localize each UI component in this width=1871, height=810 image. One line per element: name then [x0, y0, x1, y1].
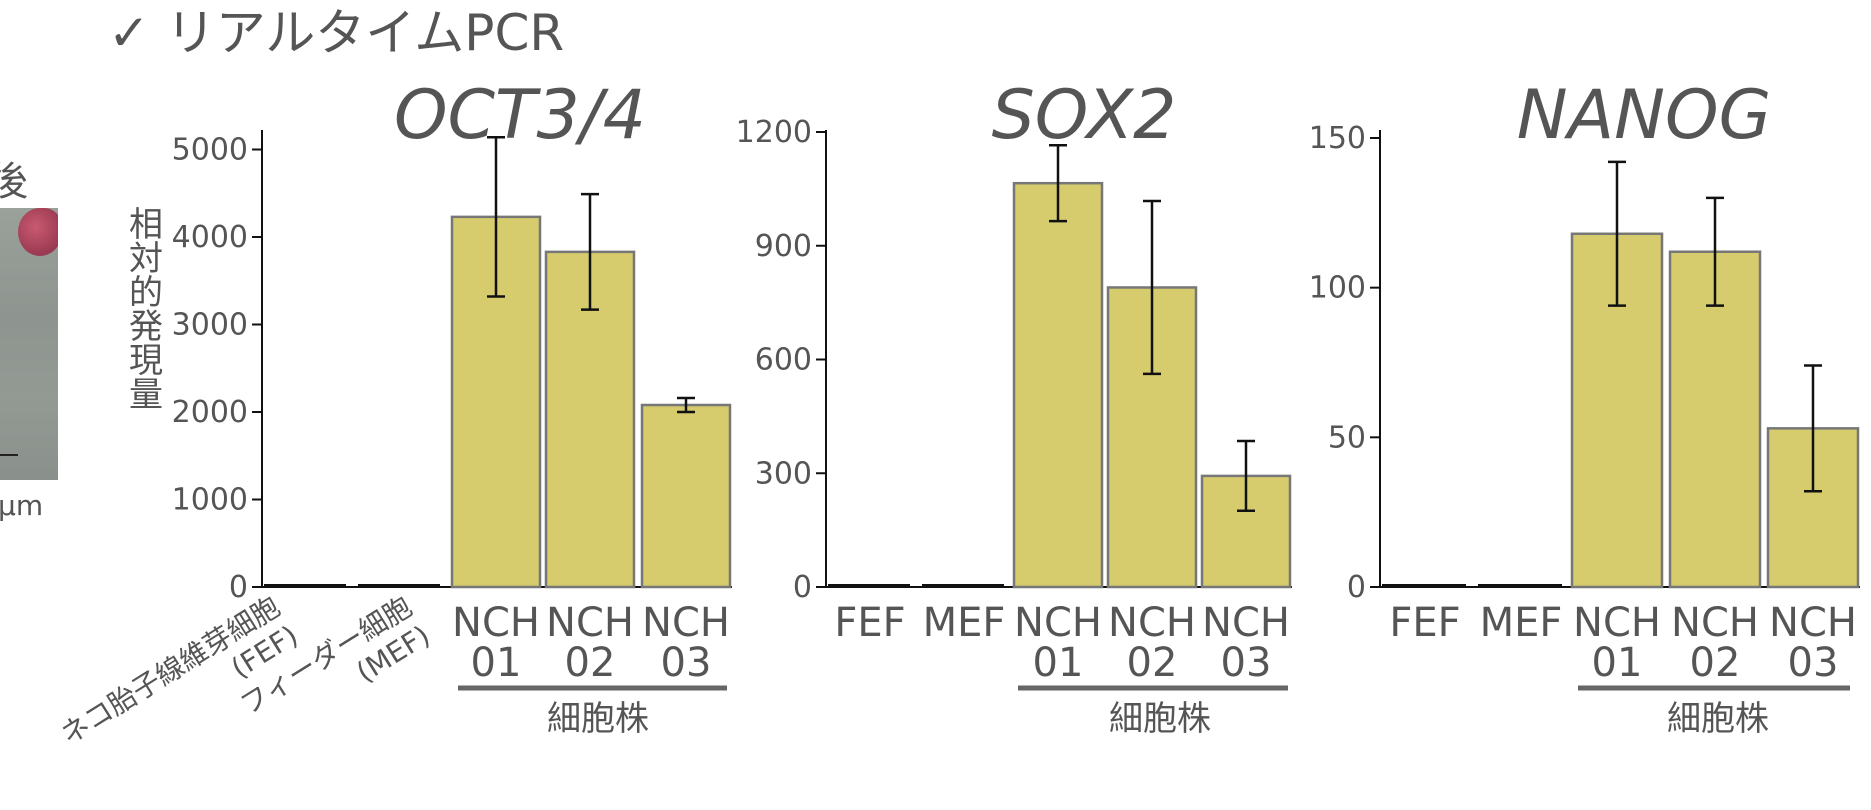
bar [1382, 584, 1466, 587]
group-label: 細胞株 [1109, 699, 1211, 739]
y-tick-label: 150 [1309, 121, 1366, 156]
category-label: NCH [1014, 600, 1102, 646]
bar [828, 584, 910, 587]
bar [1668, 250, 1762, 589]
y-tick-label: 300 [755, 456, 812, 491]
category-label: NCH [1769, 600, 1857, 646]
y-tick-label: 50 [1328, 420, 1366, 455]
category-label: 03 [1788, 640, 1839, 686]
scale-bar-unit: μm [0, 489, 44, 522]
category-label: 02 [565, 640, 616, 686]
y-tick-label: 0 [793, 570, 812, 605]
category-label: MEF [1480, 600, 1563, 646]
y-tick-label: 100 [1309, 271, 1366, 306]
bar [264, 584, 346, 587]
y-tick-label: 1200 [736, 115, 812, 150]
chart-oct3-4: OCT3/4010002000300040005000ネコ胎子線維芽細胞(FEF… [55, 76, 732, 751]
y-tick-label: 900 [755, 229, 812, 264]
category-label: NCH [452, 600, 540, 646]
y-tick-label: 0 [1347, 570, 1366, 605]
category-label: 01 [1592, 640, 1643, 686]
category-label: NCH [1108, 600, 1196, 646]
group-label: 細胞株 [547, 699, 649, 739]
category-label: NCH [1573, 600, 1661, 646]
y-tick-label: 0 [229, 570, 248, 605]
y-tick-label: 2000 [172, 395, 248, 430]
category-label: 02 [1690, 640, 1741, 686]
category-label: NCH [642, 600, 730, 646]
category-label: FEF [834, 600, 905, 646]
chart-title: SOX2 [992, 76, 1177, 155]
category-label: MEF [923, 600, 1006, 646]
category-label: NCH [1671, 600, 1759, 646]
chart-title: OCT3/4 [394, 76, 646, 155]
cropped-heading-char: 後 [0, 159, 28, 205]
bar [358, 584, 440, 587]
y-tick-label: 5000 [172, 133, 248, 168]
category-label: 01 [1033, 640, 1084, 686]
y-tick-label: 4000 [172, 220, 248, 255]
bar [640, 403, 732, 589]
colony-blob [18, 208, 58, 256]
chart-title: NANOG [1517, 76, 1771, 155]
page-title: ✓ リアルタイムPCR [108, 4, 565, 62]
category-label: NCH [546, 600, 634, 646]
y-tick-label: 600 [755, 343, 812, 378]
bar [1478, 584, 1562, 587]
bar [1012, 181, 1104, 589]
group-label: 細胞株 [1667, 699, 1769, 739]
category-label: FEF [1389, 600, 1460, 646]
y-tick-label: 3000 [172, 308, 248, 343]
category-label: 02 [1127, 640, 1178, 686]
y-tick-label: 1000 [172, 483, 248, 518]
category-label: NCH [1202, 600, 1290, 646]
y-axis-label: 相対的発現量 [129, 205, 163, 415]
category-label: 03 [661, 640, 712, 686]
category-label: 03 [1221, 640, 1272, 686]
bar [922, 584, 1004, 587]
scale-bar [0, 454, 18, 456]
cell-colony-photo [0, 208, 58, 480]
category-label: 01 [471, 640, 522, 686]
